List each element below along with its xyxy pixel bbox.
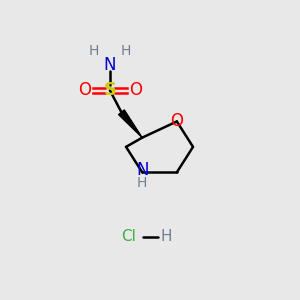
Polygon shape: [118, 110, 142, 138]
Text: O: O: [129, 81, 142, 99]
Text: H: H: [121, 44, 131, 58]
Text: S: S: [103, 81, 116, 99]
Text: O: O: [170, 112, 183, 130]
Text: N: N: [136, 161, 148, 179]
Text: H: H: [137, 176, 147, 190]
Text: O: O: [78, 81, 91, 99]
Text: Cl: Cl: [121, 230, 136, 244]
Text: H: H: [88, 44, 99, 58]
Text: H: H: [161, 230, 172, 244]
Text: N: N: [103, 56, 116, 74]
